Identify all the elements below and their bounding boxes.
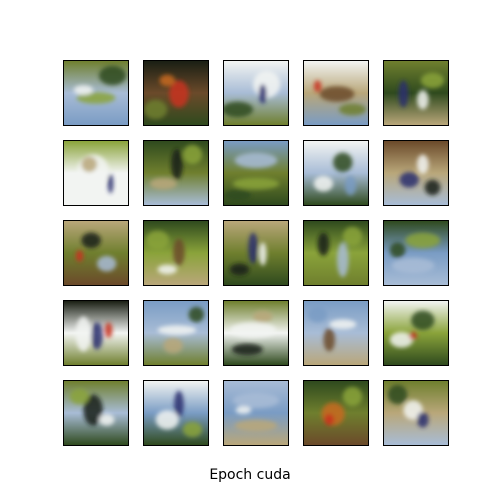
sample-image-tile [383,380,449,446]
sample-image [384,141,448,205]
sample-image [304,141,368,205]
sample-image-tile [63,60,129,126]
sample-image [304,61,368,125]
sample-image-tile [63,380,129,446]
sample-image-tile [223,60,289,126]
sample-image-tile [223,220,289,286]
sample-image [144,301,208,365]
sample-image [64,381,128,445]
sample-image-tile [63,220,129,286]
sample-image-tile [63,140,129,206]
sample-image-tile [143,300,209,366]
sample-image-tile [63,300,129,366]
sample-image-tile [303,60,369,126]
sample-image [224,221,288,285]
sample-image [144,381,208,445]
sample-image [224,301,288,365]
sample-image-tile [303,380,369,446]
sample-image [384,61,448,125]
sample-image [304,381,368,445]
sample-image [64,221,128,285]
sample-image-tile [143,140,209,206]
sample-image-tile [143,380,209,446]
sample-image-tile [383,220,449,286]
sample-image [384,381,448,445]
sample-image-tile [223,300,289,366]
sample-image [64,141,128,205]
sample-image-tile [383,60,449,126]
sample-image [224,61,288,125]
sample-image [64,301,128,365]
sample-image [144,221,208,285]
sample-image [224,141,288,205]
sample-image [224,381,288,445]
sample-image-tile [223,380,289,446]
sample-image [384,301,448,365]
sample-image-tile [303,220,369,286]
figure-caption: Epoch cuda [209,467,291,483]
sample-image-tile [303,140,369,206]
sample-image [144,141,208,205]
sample-image-tile [143,220,209,286]
sample-image [384,221,448,285]
sample-image [144,61,208,125]
sample-image [64,61,128,125]
sample-image [304,301,368,365]
sample-image-tile [383,300,449,366]
sample-image [304,221,368,285]
sample-image-tile [303,300,369,366]
sample-image-tile [223,140,289,206]
sample-image-tile [383,140,449,206]
sample-image-tile [143,60,209,126]
